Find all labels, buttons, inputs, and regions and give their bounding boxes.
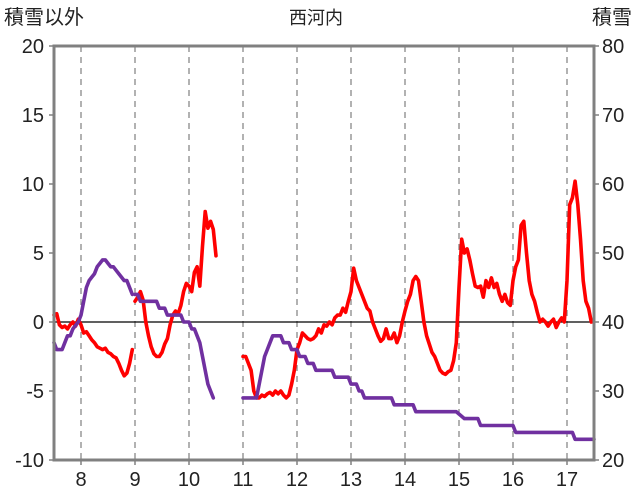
chart-title: 西河内 (289, 8, 343, 29)
x-tick-label-11: 11 (233, 469, 254, 491)
series-0-segment-2 (241, 179, 594, 400)
x-tick-label-13: 13 (340, 469, 362, 491)
vertical-gridlines (80, 46, 568, 460)
left-tick-label-0: 0 (33, 312, 44, 334)
right-tick-label-50: 50 (602, 243, 624, 265)
series-0-segment-0 (52, 311, 135, 378)
x-axis: 8 9 10 11 12 13 14 15 16 17 (75, 460, 578, 491)
x-tick-label-8: 8 (75, 469, 86, 491)
left-tick-label-5: 5 (33, 243, 44, 265)
series-1-segment-2 (241, 334, 596, 442)
left-tick-label-10: 10 (22, 174, 44, 196)
right-tick-label-20: 20 (602, 450, 624, 472)
left-axis-title: 積雪以外 (4, 6, 84, 29)
x-tick-label-10: 10 (178, 469, 200, 491)
x-tick-label-17: 17 (556, 469, 578, 491)
right-tick-label-70: 70 (602, 105, 624, 127)
series-1-segment-0 (52, 258, 135, 352)
series-0-segment-1 (133, 209, 218, 359)
left-tick-label--10: -10 (15, 450, 44, 472)
series-layer (52, 179, 596, 442)
right-tick-label-40: 40 (602, 312, 624, 334)
left-tick-label-20: 20 (22, 36, 44, 58)
right-tick-label-80: 80 (602, 36, 624, 58)
x-tick-label-16: 16 (502, 469, 524, 491)
x-tick-label-14: 14 (394, 469, 416, 491)
series-1-segment-1 (133, 292, 216, 400)
left-tick-label--5: -5 (26, 381, 44, 403)
left-y-axis: -10 -5 0 5 10 15 20 (15, 36, 54, 472)
plot-frame (52, 44, 596, 462)
right-tick-label-30: 30 (602, 381, 624, 403)
x-tick-label-12: 12 (286, 469, 308, 491)
right-tick-label-60: 60 (602, 174, 624, 196)
x-tick-label-9: 9 (129, 469, 140, 491)
right-y-axis: 20 30 40 50 60 70 80 (594, 36, 624, 472)
right-axis-title: 積雪 (592, 6, 632, 29)
left-tick-label-15: 15 (22, 105, 44, 127)
x-tick-label-15: 15 (448, 469, 470, 491)
